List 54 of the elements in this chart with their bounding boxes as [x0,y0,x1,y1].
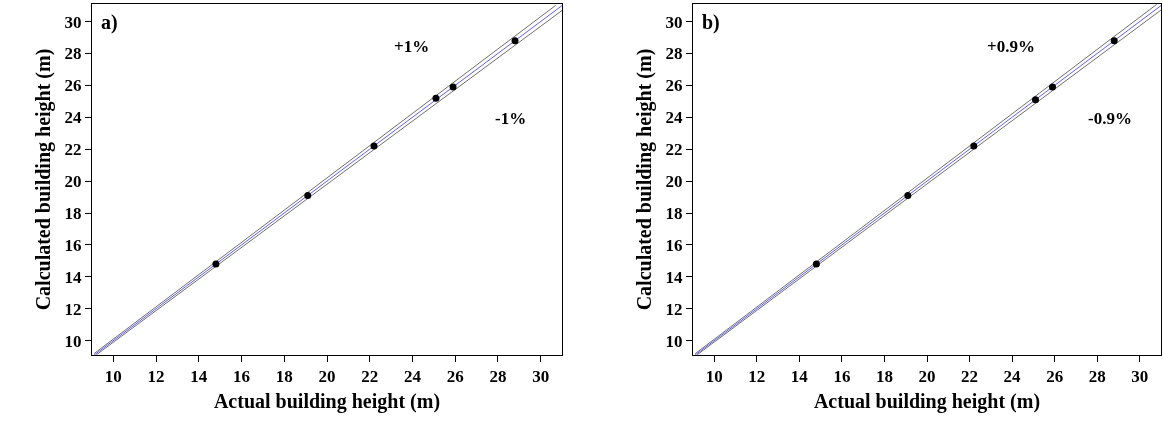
x-axis-title: Actual building height (m) [213,389,441,413]
x-tick-label: 14 [790,367,809,387]
x-tick-label: 24 [1003,367,1022,387]
y-axis-title: Calculated building height (m) [32,48,56,311]
x-axis-title: Actual building height (m) [813,389,1041,413]
y-tick-label: 12 [665,299,683,319]
x-tick-label: 10 [705,367,723,387]
y-tick-label: 20 [64,172,82,192]
y-tick-label: 20 [665,172,683,192]
x-tick-label: 12 [748,367,766,387]
annotation: +0.9% [987,37,1035,56]
y-tick-label: 10 [64,331,82,351]
annotation: a) [101,11,118,34]
y-tick-label: 10 [665,331,683,351]
x-tick-label: 18 [275,367,293,387]
y-tick-label: 24 [64,108,83,128]
x-tick-label: 16 [233,367,251,387]
x-tick-label: 30 [532,367,550,387]
y-tick-label: 28 [665,44,683,64]
y-tick-label: 30 [64,12,82,32]
y-tick-label: 18 [64,203,82,223]
x-tick-label: 28 [1088,367,1106,387]
x-tick-label: 14 [190,367,208,387]
y-tick-label: 22 [64,140,82,160]
x-tick-label: 30 [1131,367,1149,387]
y-tick-label: 14 [64,267,83,287]
y-tick-label: 14 [665,267,684,287]
x-tick-label: 26 [446,367,464,387]
x-tick-label: 22 [361,367,379,387]
x-tick-label: 10 [104,367,122,387]
x-tick-label: 20 [918,367,936,387]
y-tick-label: 28 [64,44,82,64]
y-tick-label: 22 [665,140,683,160]
annotation: b) [702,11,720,34]
x-tick-label: 22 [961,367,979,387]
y-axis-title: Calculated building height (m) [633,48,657,311]
annotation: -0.9% [1088,109,1132,128]
x-tick-label: 12 [147,367,165,387]
annotation: -1% [495,109,527,128]
y-tick-label: 18 [665,203,683,223]
y-tick-label: 26 [665,76,683,96]
x-tick-label: 24 [403,367,422,387]
x-tick-label: 20 [318,367,336,387]
x-tick-label: 16 [833,367,851,387]
y-tick-label: 16 [665,235,683,255]
y-tick-label: 30 [665,12,683,32]
y-tick-label: 16 [64,235,82,255]
y-tick-label: 24 [665,108,684,128]
y-tick-label: 12 [64,299,82,319]
x-tick-label: 26 [1046,367,1064,387]
x-tick-label: 18 [875,367,893,387]
annotation: +1% [394,37,430,56]
x-tick-label: 28 [489,367,507,387]
y-tick-label: 26 [64,76,82,96]
